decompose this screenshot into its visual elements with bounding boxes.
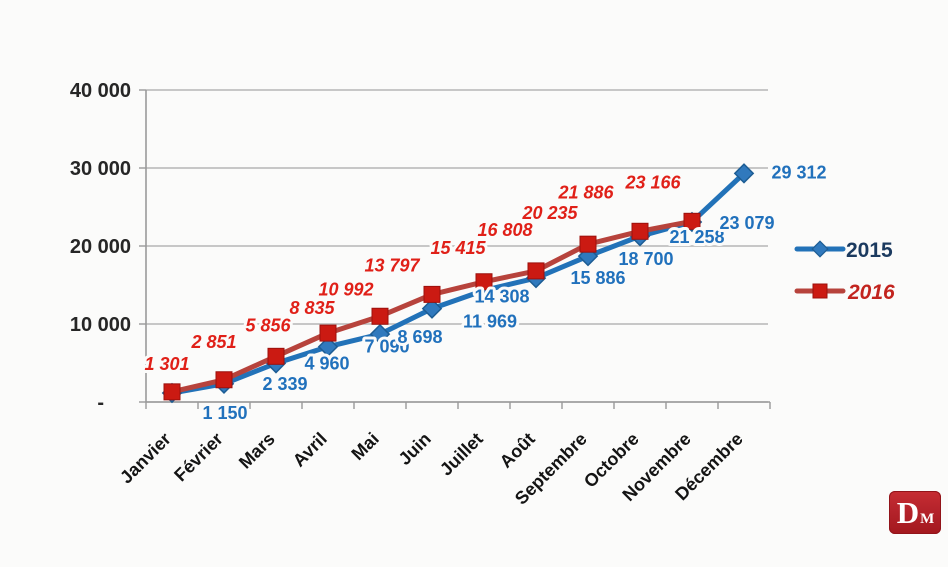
- data-point-marker-2016: [319, 324, 337, 342]
- data-label-2016: 5 856: [245, 315, 291, 335]
- x-axis-month-label: Juillet: [436, 429, 487, 480]
- data-label-2016: 1 301: [144, 354, 189, 374]
- logo-letter-small: M: [920, 510, 934, 527]
- data-label-2016: 23 166: [624, 172, 681, 192]
- data-point-marker-2015: [733, 163, 755, 184]
- data-label-2015: 4 960: [304, 353, 349, 373]
- data-label-2016: 15 415: [430, 238, 486, 258]
- x-axis-month-label: Avril: [289, 429, 331, 471]
- data-label-2016: 10 992: [318, 279, 373, 299]
- x-axis-month-label: Février: [170, 429, 227, 486]
- x-axis-month-label: Mars: [235, 429, 279, 473]
- y-axis-tick-label: 30 000: [70, 158, 131, 180]
- x-axis-month-label: Août: [496, 429, 539, 472]
- data-point-marker-2016: [163, 383, 181, 401]
- data-label-2015: 2 339: [262, 374, 307, 394]
- data-point-marker-2016: [579, 235, 597, 253]
- y-axis-tick-label: -: [97, 392, 104, 414]
- legend-label-2015: 2015: [846, 239, 893, 262]
- logo-letter-large: D: [896, 495, 920, 530]
- x-axis-month-label: Janvier: [116, 429, 175, 488]
- data-point-marker-2015: [369, 323, 391, 345]
- data-label-2016: 20 235: [521, 203, 578, 223]
- data-label-2015: 14 308: [474, 286, 529, 306]
- series-line-2015: [169, 170, 747, 396]
- y-axis-tick-label: 40 000: [70, 80, 131, 102]
- data-label-2015: 7 090: [364, 337, 409, 357]
- data-label-2015: 23 079: [719, 213, 774, 233]
- data-label-2015: 29 312: [771, 162, 826, 182]
- data-point-marker-2016: [423, 285, 441, 303]
- data-label-2015: 8 698: [397, 327, 442, 347]
- y-axis-tick-label: 10 000: [70, 314, 131, 336]
- x-axis-month-label: Juin: [395, 429, 435, 469]
- data-point-marker-2015: [317, 336, 339, 357]
- data-label-2016: 16 808: [477, 220, 532, 240]
- y-axis-tick-label: 20 000: [70, 236, 131, 258]
- x-axis-month-label: Mai: [347, 429, 382, 464]
- legend-marker-2015-icon: [811, 240, 829, 258]
- data-label-2015: 15 886: [570, 268, 625, 288]
- data-point-marker-2016: [475, 273, 493, 291]
- data-label-2015: 1 150: [202, 403, 247, 423]
- data-point-marker-2016: [527, 262, 545, 280]
- data-label-2016: 13 797: [364, 255, 420, 275]
- data-label-2015: 18 700: [618, 249, 673, 269]
- data-point-marker-2016: [215, 371, 233, 389]
- data-point-marker-2016: [631, 222, 649, 240]
- data-point-marker-2016: [371, 307, 389, 325]
- data-label-2016: 21 886: [557, 182, 614, 202]
- data-point-marker-2016: [683, 212, 701, 230]
- data-label-2015: 11 969: [463, 312, 517, 332]
- data-label-2015: 21 258: [669, 227, 724, 247]
- data-label-2016: 8 835: [289, 298, 335, 318]
- data-point-marker-2016: [267, 347, 285, 365]
- legend-marker-2016-icon: [812, 283, 828, 299]
- data-label-2016: 2 851: [190, 332, 236, 352]
- legend-label-2016: 2016: [847, 281, 895, 304]
- data-point-marker-2015: [421, 298, 443, 319]
